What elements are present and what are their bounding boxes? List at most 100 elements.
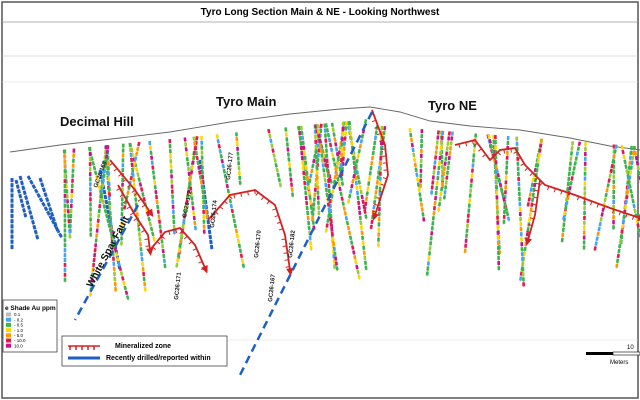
hole-interval <box>356 175 361 180</box>
hole-interval <box>114 252 119 257</box>
hole-interval <box>305 170 309 175</box>
hole-interval <box>196 160 200 166</box>
hole-interval <box>229 203 234 209</box>
hole-interval <box>327 177 332 183</box>
hole-interval <box>338 186 342 192</box>
grade-swatch <box>6 333 11 338</box>
hole-interval <box>353 255 357 260</box>
hole-interval <box>443 161 447 166</box>
hole-interval <box>191 160 195 165</box>
hole-interval <box>538 148 542 153</box>
hole-interval <box>358 144 363 149</box>
hole-interval <box>38 177 43 183</box>
hole-interval <box>410 142 414 148</box>
hole-interval <box>104 199 109 205</box>
hole-interval <box>28 210 33 215</box>
hole-interval <box>38 197 44 203</box>
hole-interval <box>625 194 629 200</box>
hole-interval <box>417 187 421 192</box>
hole-interval <box>506 216 511 221</box>
zone-tick <box>260 196 265 201</box>
hole-interval <box>207 229 212 235</box>
hole-interval <box>232 218 237 224</box>
hole-interval <box>333 251 337 256</box>
hole-interval <box>234 228 239 234</box>
hole-interval <box>623 204 628 210</box>
hole-interval <box>148 221 153 227</box>
hole-interval <box>414 167 418 173</box>
zone-tick <box>282 245 287 247</box>
hole-interval <box>324 182 328 188</box>
hole-interval <box>617 248 621 254</box>
hole-interval <box>46 210 51 216</box>
hole-interval <box>316 124 320 129</box>
hole-interval <box>22 208 26 213</box>
hole-interval <box>593 246 597 251</box>
hole-interval <box>622 154 626 160</box>
hole-interval <box>113 247 118 252</box>
zone-tick <box>137 223 142 227</box>
hole-interval <box>141 192 145 197</box>
zone-tick <box>272 208 277 211</box>
hole-interval <box>352 250 356 255</box>
hole-interval <box>437 207 441 212</box>
hole-interval <box>357 148 361 154</box>
zone-tick <box>603 205 606 211</box>
hole-interval <box>320 153 324 158</box>
zone-tick <box>497 151 501 156</box>
hole-interval <box>624 199 628 205</box>
hole-interval <box>354 259 358 265</box>
zone-line <box>149 226 206 269</box>
hole-interval <box>240 258 245 263</box>
hole-interval <box>103 168 107 174</box>
hole-interval <box>274 163 278 168</box>
drill-holes <box>10 119 640 301</box>
hole-interval <box>348 235 353 240</box>
zone-tick <box>130 212 135 216</box>
zone-tick <box>255 192 259 196</box>
hole-interval <box>43 192 48 198</box>
hole-interval <box>316 128 321 134</box>
zone-tick <box>531 210 536 213</box>
hole-interval <box>358 184 362 190</box>
hole-interval <box>126 190 130 195</box>
hole-interval <box>235 233 240 239</box>
hole-interval <box>136 172 140 177</box>
hole-interval <box>329 222 333 227</box>
hole-interval <box>369 224 373 229</box>
hole-interval <box>142 197 146 202</box>
hole-interval <box>325 167 329 173</box>
hole-interval <box>107 223 111 228</box>
hole-interval <box>416 177 420 182</box>
zone-tick <box>529 172 534 176</box>
hole-interval <box>176 253 181 258</box>
hole-interval <box>278 182 283 187</box>
hole-interval <box>623 159 627 165</box>
hole-interval <box>302 145 306 150</box>
hole-interval <box>314 124 318 129</box>
hole-interval <box>312 158 316 164</box>
hole-interval <box>374 130 378 135</box>
hole-interval <box>309 200 313 205</box>
hole-interval <box>200 184 204 190</box>
hole-interval <box>532 187 536 193</box>
hole-interval <box>334 256 338 261</box>
hole-interval <box>237 243 242 249</box>
hole-interval <box>370 155 375 161</box>
hole-interval <box>226 188 230 194</box>
zone-tick <box>534 177 539 181</box>
hole-interval <box>134 151 139 156</box>
hole-interval <box>24 195 29 201</box>
hole-interval <box>347 230 352 236</box>
hole-interval <box>412 152 416 158</box>
hole-interval <box>615 263 619 268</box>
hole-interval <box>308 178 312 184</box>
hole-interval <box>446 141 450 146</box>
hole-interval <box>522 251 526 257</box>
hole-interval <box>178 243 182 248</box>
hole-interval <box>364 214 368 219</box>
hole-interval <box>372 204 376 210</box>
hole-interval <box>330 152 335 157</box>
hole-interval <box>336 156 340 162</box>
hole-interval <box>633 208 637 214</box>
